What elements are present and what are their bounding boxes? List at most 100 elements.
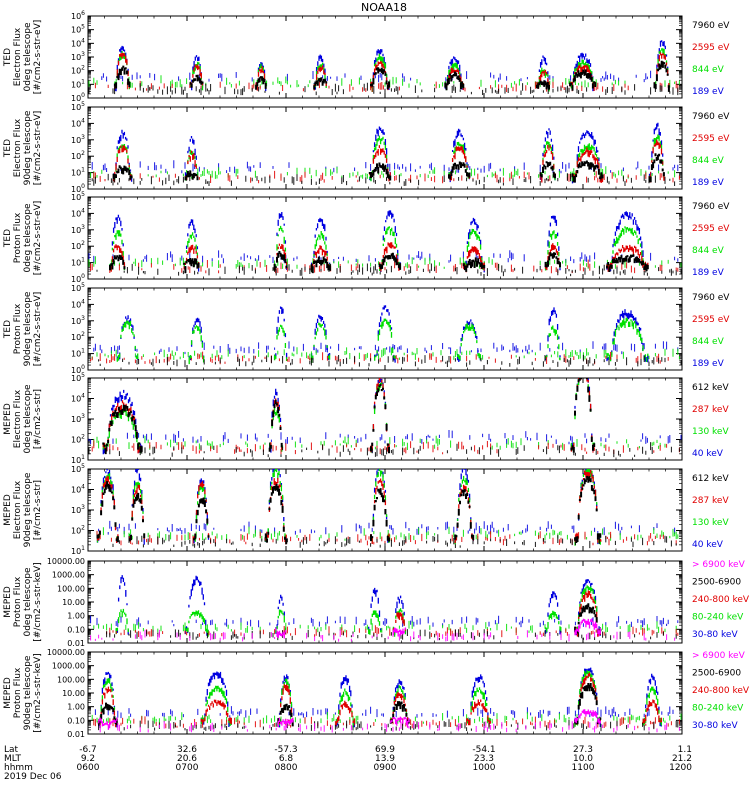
y-axis-label-line: 0deg telescope <box>23 203 33 273</box>
series-peak-black <box>102 404 143 455</box>
y-tick-label: 102 <box>71 434 85 445</box>
y-tick-label: 100 <box>71 273 85 284</box>
series-peak-black <box>112 165 133 180</box>
series-peak-black <box>189 74 204 88</box>
x-row-label: 2019 Dec 06 <box>4 772 62 782</box>
series-peak-green <box>116 320 139 362</box>
y-tick-label: 10.00 <box>62 689 85 698</box>
y-axis-label-line: 0deg telescope <box>23 384 33 454</box>
x-tick-hhmm: 0800 <box>275 763 298 773</box>
series-peak-black <box>653 60 670 92</box>
x-tick-hhmm: 0600 <box>77 763 100 773</box>
series-peak-black <box>462 257 486 272</box>
y-tick-label: 102 <box>71 240 85 251</box>
series-peak-blue <box>606 309 649 363</box>
y-axis-label-line: [#/cm2-s-str-keV] <box>33 653 43 732</box>
series-peak-black <box>544 252 561 268</box>
x-tick-mlt: 9.2 <box>81 754 95 764</box>
legend-entry: 2595 eV <box>692 43 730 53</box>
y-tick-label: 104 <box>71 207 85 218</box>
panel-frame <box>87 287 683 371</box>
panel-7: 0.01 0.10 1.00 10.00 100.00 1000.00 10000.00 ME… <box>3 557 750 648</box>
series-peak-magenta <box>392 627 407 637</box>
series-noise-blue <box>94 706 674 719</box>
y-axis-label-line: Electron Flux <box>13 118 23 177</box>
legend-entry: 287 keV <box>692 405 729 415</box>
series-noise-blue <box>88 430 682 445</box>
x-tick-lat: 69.9 <box>375 745 395 755</box>
panel-6: 101 102 103 104 105 MEPED Electron Flux 90deg t… <box>3 463 729 556</box>
series-noise-blue <box>98 520 676 536</box>
x-tick-mlt: 6.8 <box>279 754 294 764</box>
legend-entry: 2595 eV <box>692 134 730 144</box>
series-noise-green <box>91 347 680 360</box>
legend-entry: 2500-6900 <box>692 578 741 588</box>
y-tick-label: 102 <box>71 525 85 536</box>
y-axis-label-line: [#/cm2-s-str-keV] <box>33 562 43 641</box>
x-tick-hhmm: 0900 <box>374 763 397 773</box>
series-peak-green <box>370 381 390 453</box>
y-tick-label: 103 <box>71 51 85 62</box>
x-tick-lat: 32.6 <box>177 745 197 755</box>
series-peak-blue <box>368 587 382 633</box>
series-peak-black <box>648 153 665 183</box>
series-noise-black <box>91 173 676 186</box>
series-peak-black <box>109 254 126 271</box>
y-tick-label: 105 <box>71 101 85 112</box>
series-noise-red <box>91 440 680 455</box>
series-peak-black <box>574 475 602 543</box>
series-peak-black <box>370 488 390 542</box>
x-row-label: MLT <box>4 754 22 764</box>
legend-entry: 130 keV <box>692 427 729 437</box>
y-axis-label-line: [#/cm2-s-str-eV] <box>33 111 43 186</box>
panel-4: 100 101 102 103 104 105 TED Proton Flux 90deg te… <box>3 282 730 375</box>
series-peak-blue <box>102 389 143 455</box>
series-peak-red <box>466 699 491 727</box>
y-tick-label: 100 <box>71 364 85 375</box>
series-peak-magenta <box>275 627 287 639</box>
x-tick-mlt: 21.2 <box>672 754 692 764</box>
panel-8: 0.01 0.10 1.00 10.00 100.00 1000.00 10000.00 ME… <box>3 648 750 739</box>
legend-entry: 287 keV <box>692 496 729 506</box>
series-peak-black <box>444 71 465 91</box>
x-tick-hhmm: 1000 <box>473 763 496 773</box>
y-tick-label: 105 <box>71 191 85 202</box>
data-marks <box>90 305 682 368</box>
y-tick-label: 102 <box>71 331 85 342</box>
y-tick-label: 101 <box>71 348 85 359</box>
series-peak-blue <box>184 575 209 636</box>
series-peak-green <box>188 325 205 365</box>
series-peak-black <box>606 254 649 272</box>
legend-entry: 7960 eV <box>692 21 730 31</box>
y-tick-label: 100 <box>71 183 85 194</box>
y-tick-label: 104 <box>71 393 85 404</box>
series-peak-black <box>313 77 328 90</box>
series-peak-red <box>606 244 649 272</box>
y-tick-label: 101 <box>71 78 85 89</box>
y-tick-label: 103 <box>71 504 85 515</box>
data-marks <box>90 122 680 186</box>
series-peak-blue <box>310 314 331 360</box>
series-peak-green <box>273 324 288 361</box>
figure-title: NOAA18 <box>361 1 407 14</box>
series-peak-red <box>335 700 356 726</box>
legend-entry: 844 eV <box>692 246 725 256</box>
series-noise-red <box>106 625 679 638</box>
y-axis-label-line: [#/cm2-s-str] <box>33 389 43 449</box>
y-tick-label: 105 <box>71 282 85 293</box>
x-tick-lat: -6.7 <box>79 745 97 755</box>
series-noise-red <box>93 170 680 184</box>
series-peak-green <box>115 608 129 635</box>
legend-entry: > 6900 keV <box>692 560 746 570</box>
y-axis-label-line: [#/cm2-s-str-eV] <box>33 201 43 276</box>
legend-entry: 612 keV <box>692 383 729 393</box>
y-tick-label: 105 <box>71 372 85 383</box>
y-tick-label: 106 <box>71 10 85 21</box>
series-peak-magenta <box>574 618 601 637</box>
x-tick-lat: -57.3 <box>274 745 297 755</box>
y-tick-label: 102 <box>71 65 85 76</box>
y-tick-label: 103 <box>71 134 85 145</box>
y-axis-label-line: MEPED <box>3 677 13 709</box>
